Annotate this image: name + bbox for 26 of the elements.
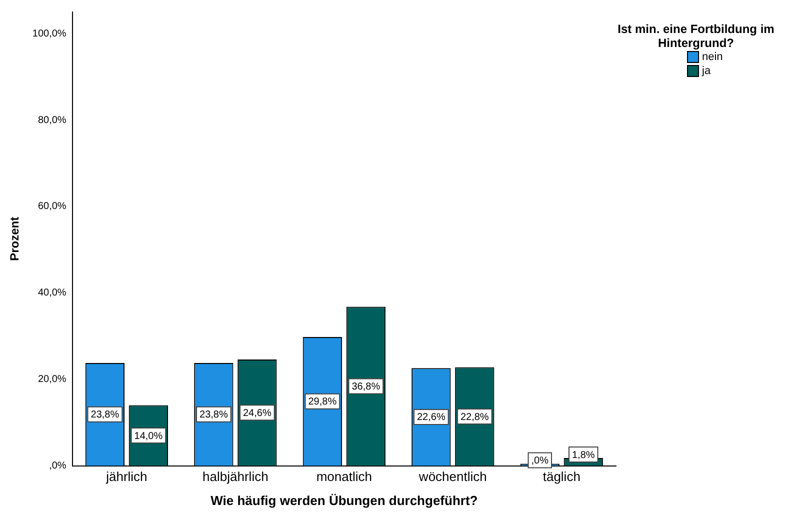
y-tick-label: 20,0%	[38, 374, 66, 386]
x-tick-label: jährlich	[105, 469, 148, 484]
x-tick-label: monatlich	[316, 469, 372, 484]
y-tick-label: 60,0%	[38, 201, 66, 212]
legend-title: Ist min. eine Fortbildung im Hintergrund?	[616, 22, 776, 50]
x-tick-label: wöchentlich	[418, 469, 487, 484]
y-tick-label: ,0%	[49, 460, 66, 472]
data-label: 36,8%	[352, 382, 380, 393]
data-label: 22,8%	[460, 412, 489, 423]
data-label: 23,8%	[199, 410, 228, 421]
data-label: ,0%	[531, 456, 549, 467]
x-tick-label: halbjährlich	[202, 469, 268, 484]
legend-label: nein	[702, 51, 723, 63]
y-tick-label: 100,0%	[32, 28, 66, 40]
y-tick-label: 80,0%	[38, 114, 66, 126]
legend-label: ja	[702, 65, 711, 77]
data-label: 22,6%	[416, 412, 446, 424]
y-tick-label: 40,0%	[38, 288, 66, 299]
data-label: 1,8%	[572, 450, 595, 461]
data-label: 24,6%	[242, 408, 272, 419]
data-label: 23,8%	[90, 410, 120, 421]
data-label: 14,0%	[134, 430, 163, 442]
data-label: 29,8%	[308, 396, 337, 408]
x-tick-label: täglich	[542, 469, 580, 484]
x-axis-title: Wie häufig werden Übungen durchgeführt?	[210, 492, 478, 508]
y-axis-title: Prozent	[8, 216, 22, 261]
